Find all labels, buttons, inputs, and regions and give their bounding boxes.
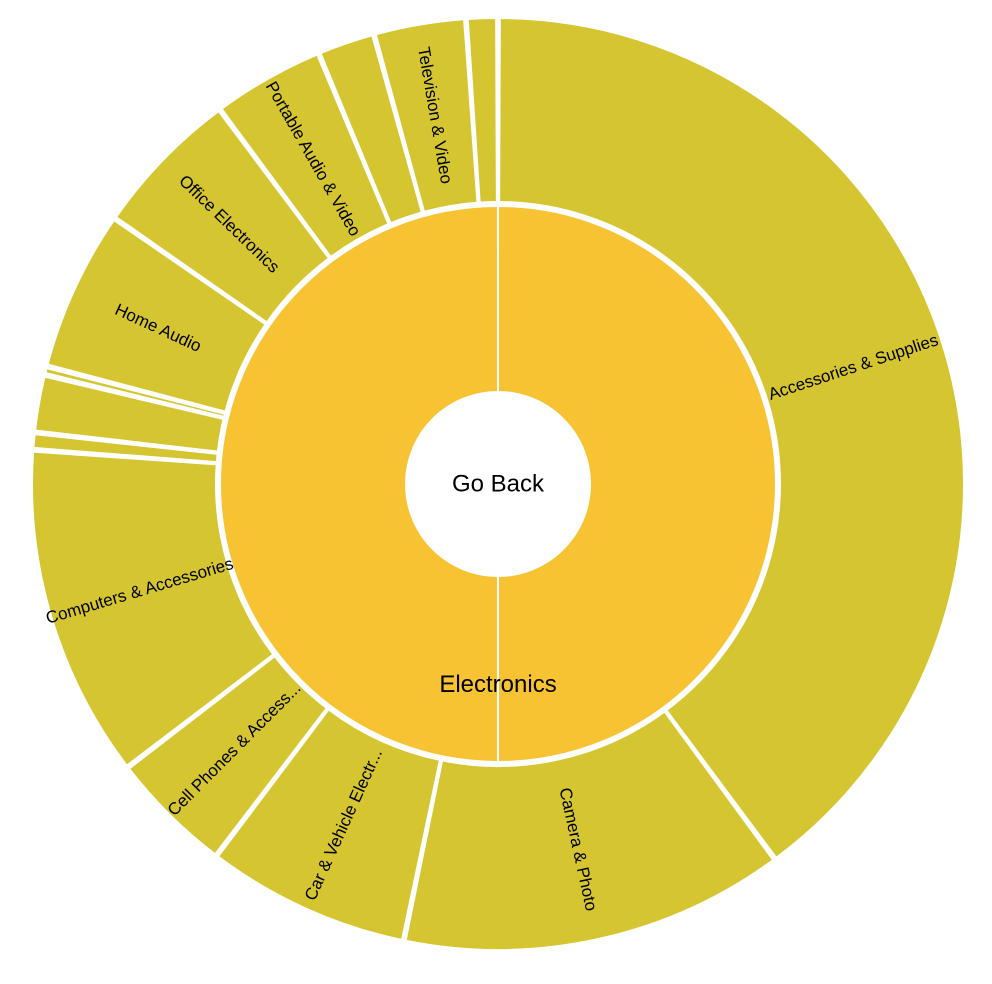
- go-back-button[interactable]: Go Back: [408, 394, 588, 574]
- outer-ring: [31, 17, 965, 951]
- arc-accessories-supplies-0[interactable]: [498, 17, 965, 859]
- arc-unlabeled-7[interactable]: [44, 367, 226, 418]
- arc-office-electronics-9[interactable]: [115, 110, 330, 324]
- go-back-circle[interactable]: [408, 394, 588, 574]
- arc-television-video-12[interactable]: [374, 18, 479, 213]
- arc-unlabeled-11[interactable]: [319, 34, 423, 225]
- arc-unlabeled-6[interactable]: [34, 375, 225, 453]
- go-back-label[interactable]: Go Back: [452, 471, 545, 498]
- arc-car-vehicle-electr-2[interactable]: [217, 708, 441, 941]
- arc-electronics[interactable]: [219, 205, 777, 763]
- arc-home-audio-8[interactable]: [46, 219, 267, 413]
- arc-unlabeled-5[interactable]: [32, 433, 219, 464]
- arc-camera-photo-1[interactable]: [404, 710, 775, 951]
- inner-ring: [219, 205, 777, 763]
- root-label: Electronics: [439, 671, 556, 698]
- arc-unlabeled-13[interactable]: [466, 17, 498, 204]
- arc-cell-phones-access-3[interactable]: [128, 655, 328, 856]
- arc-computers-accessories-4[interactable]: [31, 450, 275, 767]
- arc-portable-audio-video-10[interactable]: [220, 53, 390, 258]
